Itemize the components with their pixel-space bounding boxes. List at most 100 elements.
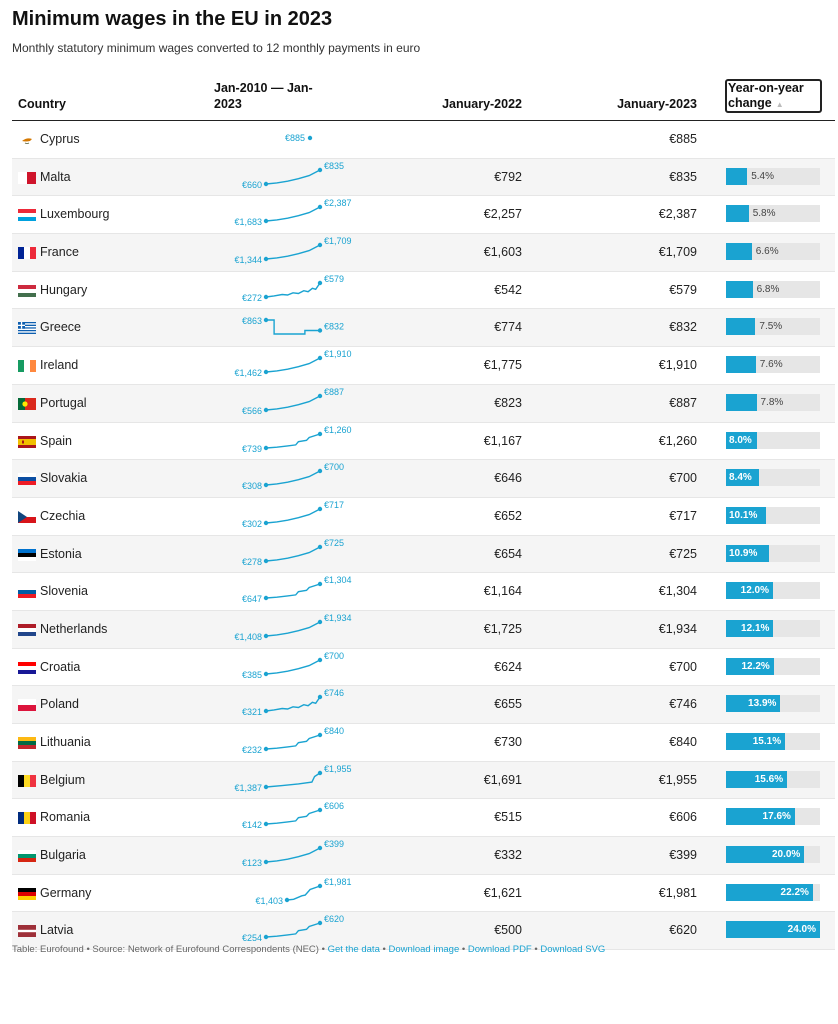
value-january-2023: €887 <box>669 395 697 410</box>
sparkline-start-point <box>263 219 269 224</box>
sparkline: €321 €746 <box>242 688 344 717</box>
sparkline-start-point <box>263 558 269 563</box>
sparkline-line <box>265 508 321 524</box>
hungary-flag-icon <box>18 284 36 297</box>
country-name: Hungary <box>40 282 88 297</box>
yoy-bar-track: 15.6% <box>726 770 820 788</box>
sparkline-line <box>265 395 321 411</box>
sparkline-line <box>266 319 320 336</box>
sparkline-end-label: €700 <box>324 462 344 472</box>
yoy-bar-track: 15.1% <box>726 733 820 750</box>
sparkline-line <box>265 734 321 750</box>
value-january-2023: €1,260 <box>658 433 697 448</box>
yoy-bar-track: 6.8% <box>726 280 820 298</box>
sparkline-start-point <box>263 181 269 186</box>
yoy-bar-track: 13.9% <box>726 695 820 713</box>
sparkline-start-label: €566 <box>242 406 262 416</box>
footer-separator: • <box>534 944 538 955</box>
sparkline-end-point <box>317 393 323 399</box>
value-january-2023: €399 <box>669 848 697 863</box>
sparkline: €1,408 €1,934 <box>234 613 351 642</box>
sparkline: €308 €700 <box>242 462 344 491</box>
sparkline-start-label: €308 <box>242 481 262 491</box>
value-january-2022: €542 <box>494 282 522 297</box>
table-row: Latvia €254 €620 €500 €620 24.0% <box>12 912 835 951</box>
value-january-2022: €332 <box>494 848 522 863</box>
sparkline-start-label: €1,403 <box>255 896 283 906</box>
sparkline: €254 €620 <box>242 914 344 943</box>
sparkline: €1,344 €1,709 <box>234 236 351 265</box>
luxembourg-flag-icon <box>18 209 36 222</box>
footer-separator: • <box>382 944 386 955</box>
table-row: Netherlands €1,408 €1,934 €1,725 €1,934 12.1% <box>12 610 835 649</box>
yoy-label: 5.8% <box>752 208 776 220</box>
yoy-bar-track: 10.9% <box>726 544 820 562</box>
table-row: Poland €321 €746 €655 €746 13.9% <box>12 686 835 724</box>
yoy-bar <box>726 695 781 713</box>
sparkline-end-label: €725 <box>324 538 344 548</box>
sparkline: €232 €840 <box>242 726 344 755</box>
spain-flag-icon <box>18 435 36 448</box>
sort-arrow-up-icon[interactable]: ▲ <box>775 100 784 109</box>
sparkline-start-point <box>263 596 269 601</box>
sparkline-start-point <box>263 445 269 450</box>
slovenia-flag-icon <box>18 586 36 599</box>
yoy-bar <box>726 393 757 411</box>
yoy-label: 5.4% <box>751 170 774 182</box>
yoy-label: 12.1% <box>741 622 770 634</box>
sparkline: €1,462 €1,910 <box>234 349 351 378</box>
sparkline-line <box>265 772 321 788</box>
download-svg-link[interactable]: Download SVG <box>540 944 606 955</box>
yoy-bar-track: 7.8% <box>726 393 820 411</box>
yoy-label: 7.8% <box>760 396 784 408</box>
sparkline-end-label: €1,981 <box>324 877 352 887</box>
country-name: Netherlands <box>40 621 108 636</box>
sparkline-line <box>286 885 321 901</box>
value-january-2023: €885 <box>669 132 697 146</box>
column-header-january-2023[interactable]: January-2023 <box>617 97 697 111</box>
column-header-sparkline[interactable]: Jan-2010 — Jan-2023 <box>214 81 313 111</box>
sparkline-end-point <box>317 280 323 285</box>
yoy-bar-track: 8.0% <box>726 431 820 449</box>
sparkline-line <box>265 809 321 826</box>
value-january-2023: €746 <box>669 697 697 712</box>
country-name: Romania <box>40 810 91 825</box>
sparkline-start-label: €660 <box>242 180 262 190</box>
table-row: Malta €660 €835 €792 €835 5.4% <box>12 158 835 197</box>
sparkline-line <box>265 169 321 185</box>
get-data-link[interactable]: Get the data <box>327 944 380 955</box>
yoy-label: 7.5% <box>759 321 783 333</box>
table-row: Romania €142 €606 €515 €606 17.6% <box>12 799 835 838</box>
yoy-bar-track: 7.5% <box>726 318 820 336</box>
column-header-january-2022[interactable]: January-2022 <box>442 97 522 111</box>
country-name: Portugal <box>40 395 87 410</box>
sparkline-start-point <box>263 482 269 488</box>
footer-separator: • <box>461 944 466 955</box>
yoy-label: 15.6% <box>754 773 784 785</box>
yoy-bar-track: 10.1% <box>726 506 820 524</box>
sparkline-start-label: €254 <box>242 933 262 943</box>
column-header-country[interactable]: Country <box>18 97 66 111</box>
yoy-bar <box>726 544 769 562</box>
value-january-2022: €730 <box>494 735 522 749</box>
sparkline-end-point <box>317 355 323 361</box>
value-january-2023: €1,934 <box>658 621 697 636</box>
sparkline-end-point <box>317 732 323 738</box>
column-header-year-on-year-change[interactable]: Year-on-year change ▲ <box>725 79 822 113</box>
germany-flag-icon <box>18 887 36 900</box>
yoy-bar <box>726 205 749 223</box>
value-january-2023: €620 <box>669 923 697 938</box>
sparkline-end-label: €2,387 <box>324 198 352 208</box>
yoy-label: 8.0% <box>729 434 752 446</box>
sparkline: €863 €832 <box>242 316 344 336</box>
download-pdf-link[interactable]: Download PDF <box>467 944 532 955</box>
download-image-link[interactable]: Download image <box>388 944 460 955</box>
sparkline-start-label: €1,683 <box>234 217 262 227</box>
value-january-2022: €624 <box>494 659 522 674</box>
country-name: Bulgaria <box>40 848 86 863</box>
value-january-2022: €2,257 <box>483 207 522 222</box>
sparkline: €302 €717 <box>242 500 344 529</box>
table-row: Bulgaria €123 €399 €332 €399 20.0% <box>12 837 835 875</box>
column-header-yoy-label: Year-on-year change <box>728 81 804 110</box>
yoy-bar <box>726 619 774 637</box>
